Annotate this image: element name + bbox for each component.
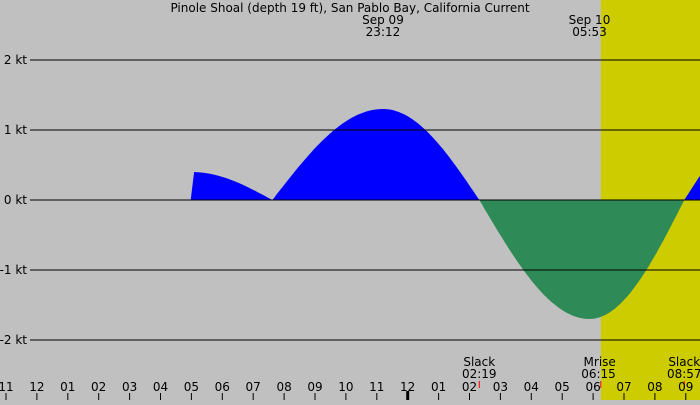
hour-tick-label: 01 [431, 380, 446, 394]
hour-tick-label: 05 [184, 380, 199, 394]
hour-tick-label: 01 [60, 380, 75, 394]
hour-tick-label: 11 [0, 380, 14, 394]
y-tick-label: -1 kt [0, 263, 27, 277]
hour-tick-label: 03 [493, 380, 508, 394]
y-tick-label: 1 kt [4, 123, 27, 137]
chart-title: Pinole Shoal (depth 19 ft), San Pablo Ba… [170, 1, 529, 15]
hour-tick-label: 12 [29, 380, 44, 394]
hour-tick-label: 08 [647, 380, 662, 394]
event-label: Mrise [584, 355, 616, 369]
hour-tick-label: 02 [462, 380, 477, 394]
hour-tick-label: 06 [585, 380, 600, 394]
gridline-layer: 2 kt 1 kt 0 kt -1 kt -2 kt [0, 53, 700, 347]
hour-tick-label: 03 [122, 380, 137, 394]
flood-area [684, 175, 700, 200]
y-tick-label: 0 kt [4, 193, 27, 207]
event-time: 08:57 [667, 367, 700, 381]
hour-tick-label: 11 [369, 380, 384, 394]
hour-tick-label: 05 [555, 380, 570, 394]
event-label: Slack [668, 355, 700, 369]
y-tick-label: -2 kt [0, 333, 27, 347]
hour-tick-label: 09 [307, 380, 322, 394]
event-label: Slack [463, 355, 495, 369]
hour-tick-label: 06 [215, 380, 230, 394]
hour-tick-label: 04 [153, 380, 168, 394]
ebb-area [479, 200, 685, 319]
y-tick-label: 2 kt [4, 53, 27, 67]
hour-axis: 11 12 01 02 03 04 05 06 07 08 09 10 11 12 01 02 03 04 05 06… [0, 380, 693, 400]
hour-tick-label: 12 [400, 380, 415, 394]
hour-tick-label: 08 [276, 380, 291, 394]
event-time: 02:19 [462, 367, 497, 381]
event-time-label: 05:53 [572, 25, 607, 39]
event-time-label: 23:12 [366, 25, 401, 39]
flood-area [272, 109, 480, 200]
event-date-label: Sep 09 [362, 13, 404, 27]
hour-tick-label: 07 [616, 380, 631, 394]
hour-tick-label: 09 [678, 380, 693, 394]
hour-tick-label: 04 [524, 380, 539, 394]
hour-tick-label: 02 [91, 380, 106, 394]
hour-tick-label: 07 [246, 380, 261, 394]
flood-area [0, 172, 273, 200]
hour-tick-label: 10 [338, 380, 353, 394]
event-time: 06:15 [581, 367, 616, 381]
current-area-layer [0, 109, 700, 319]
event-date-label: Sep 10 [569, 13, 611, 27]
slack-moon-event-labels: Slack02:19Mrise06:15Slack08:57Slack15:37… [462, 355, 700, 388]
